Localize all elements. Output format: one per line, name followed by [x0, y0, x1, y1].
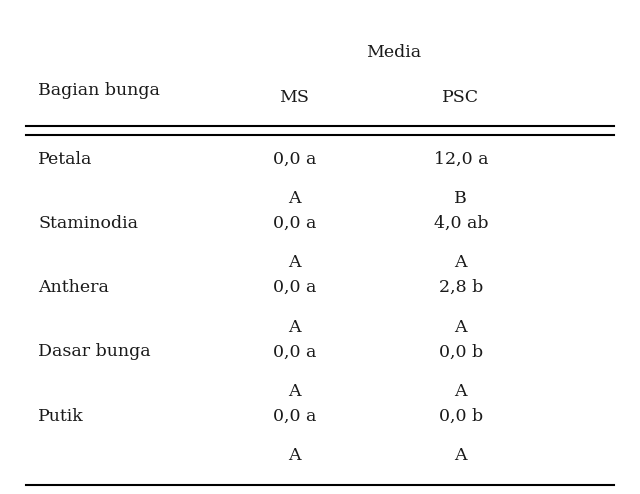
Text: 0,0 a: 0,0 a: [273, 215, 316, 232]
Text: Petala: Petala: [38, 151, 93, 167]
Text: 12,0 a: 12,0 a: [433, 151, 488, 167]
Text: A: A: [288, 447, 301, 464]
Text: A: A: [288, 319, 301, 335]
Text: 0,0 a: 0,0 a: [273, 151, 316, 167]
Text: A: A: [288, 383, 301, 400]
Text: 2,8 b: 2,8 b: [438, 279, 483, 296]
Text: A: A: [454, 383, 467, 400]
Text: A: A: [288, 190, 301, 207]
Text: 4,0 ab: 4,0 ab: [433, 215, 488, 232]
Text: Putik: Putik: [38, 408, 84, 424]
Text: 0,0 a: 0,0 a: [273, 279, 316, 296]
Text: 0,0 a: 0,0 a: [273, 343, 316, 360]
Text: MS: MS: [280, 89, 309, 106]
Text: A: A: [288, 254, 301, 271]
Text: Dasar bunga: Dasar bunga: [38, 343, 151, 360]
Text: A: A: [454, 254, 467, 271]
Text: B: B: [454, 190, 467, 207]
Text: 0,0 b: 0,0 b: [439, 408, 483, 424]
Text: 0,0 a: 0,0 a: [273, 408, 316, 424]
Text: Bagian bunga: Bagian bunga: [38, 82, 160, 98]
Text: Anthera: Anthera: [38, 279, 109, 296]
Text: A: A: [454, 447, 467, 464]
Text: Media: Media: [366, 44, 421, 61]
Text: PSC: PSC: [442, 89, 479, 106]
Text: Staminodia: Staminodia: [38, 215, 138, 232]
Text: A: A: [454, 319, 467, 335]
Text: 0,0 b: 0,0 b: [439, 343, 483, 360]
